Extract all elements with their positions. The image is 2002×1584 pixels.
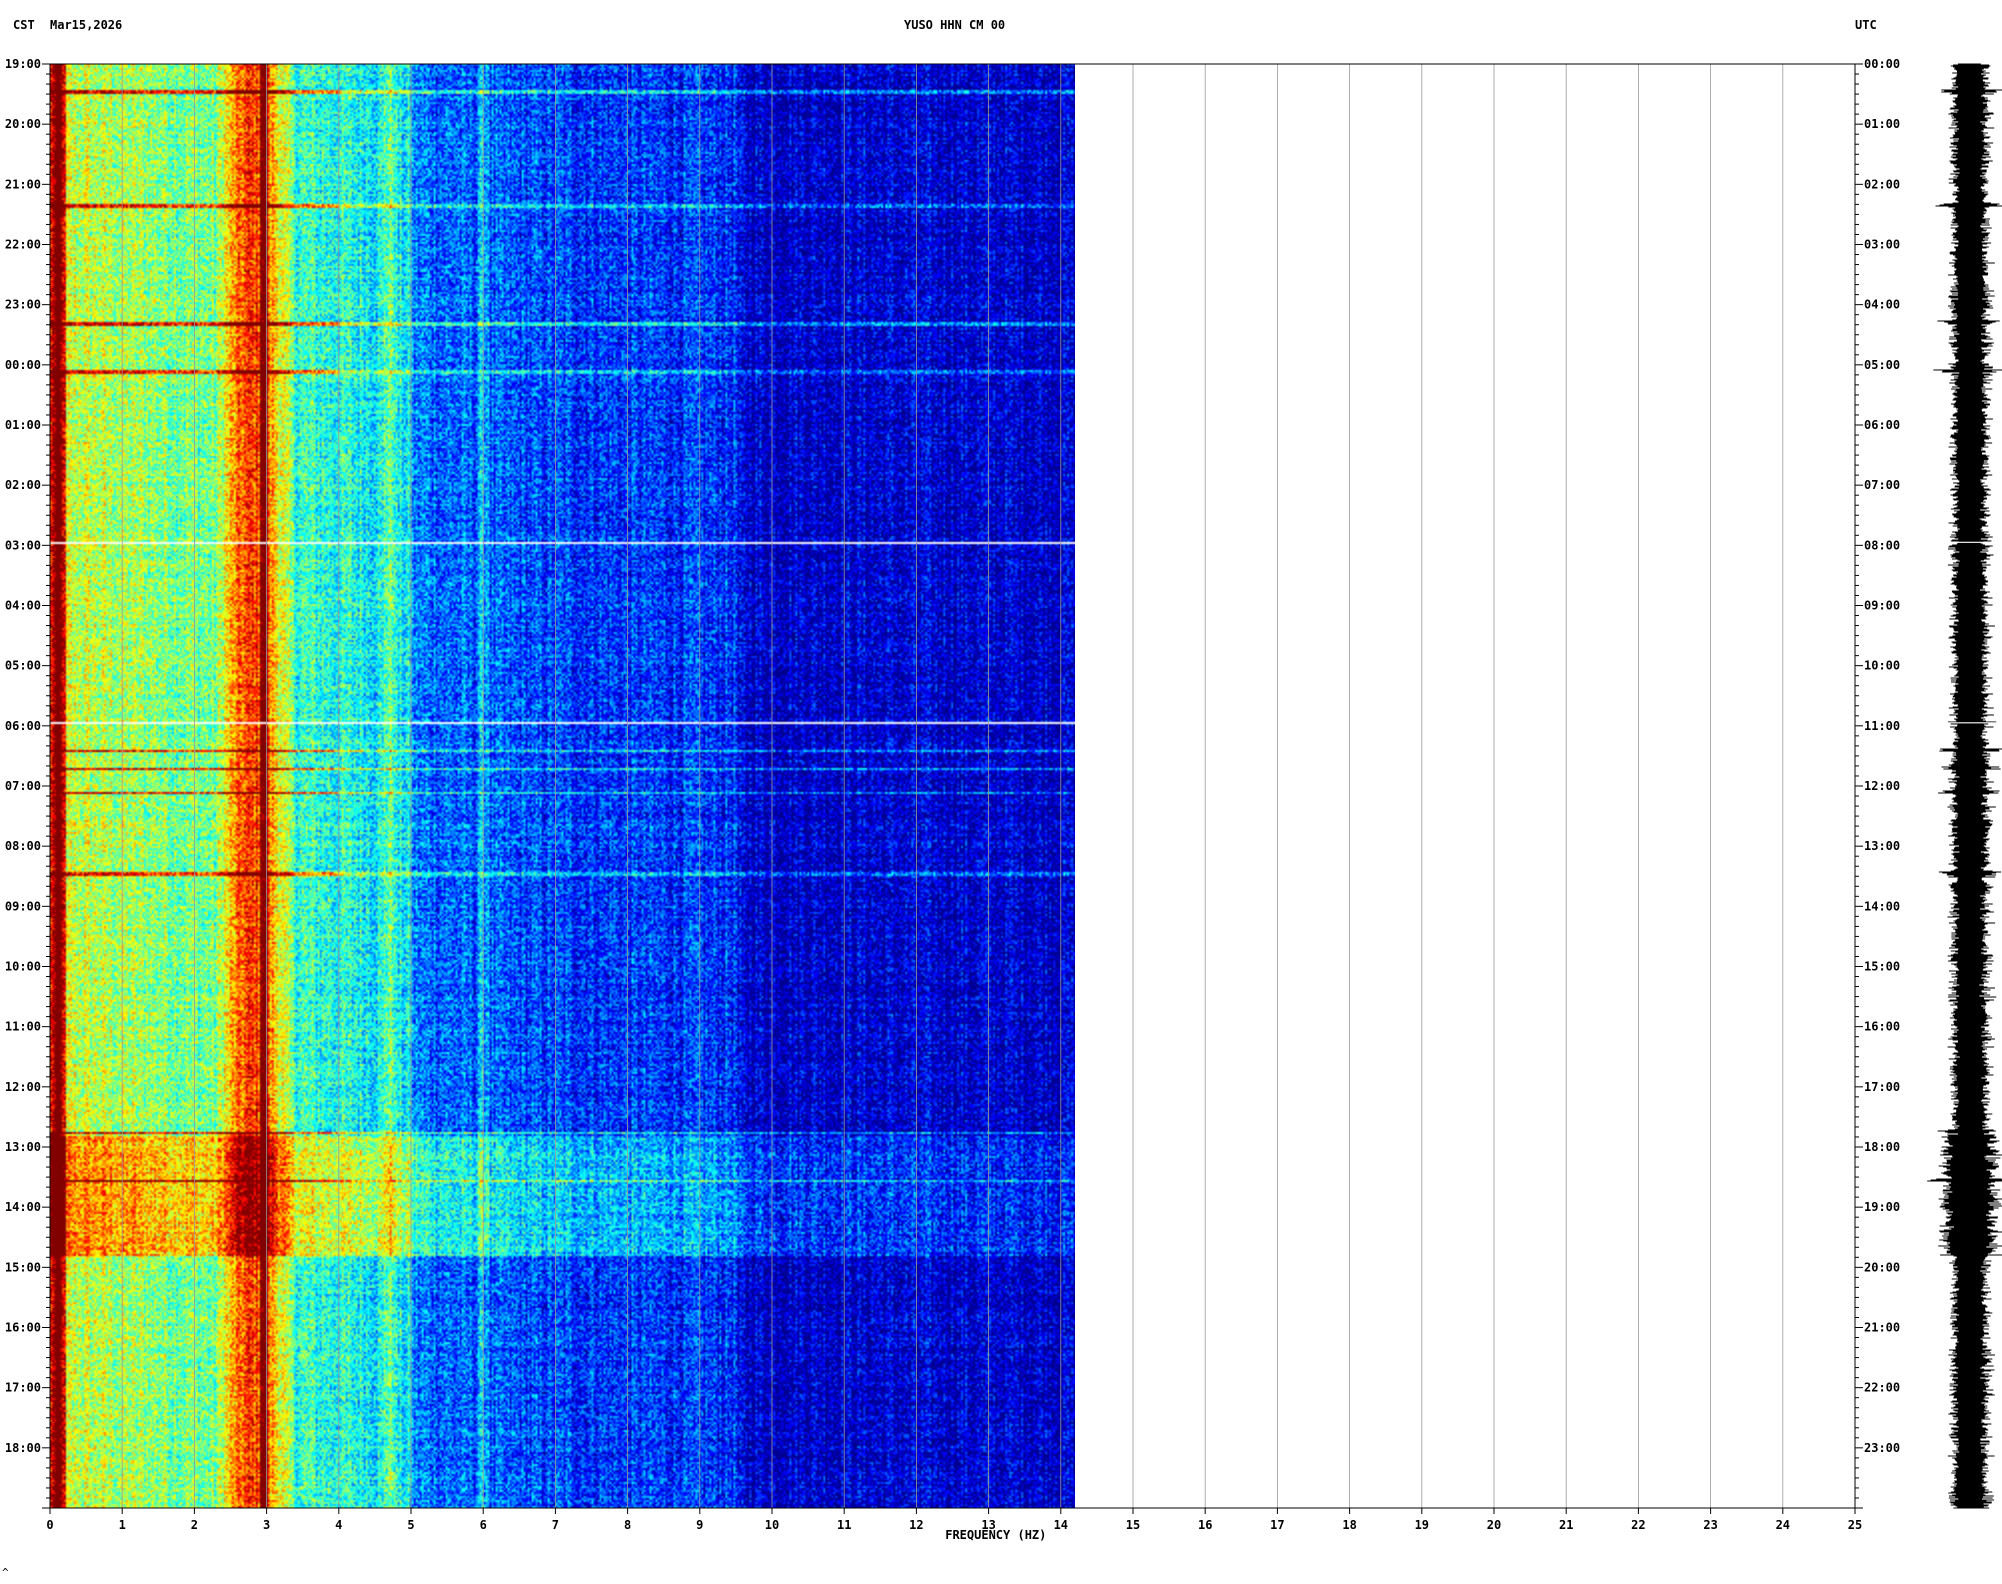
station-title: YUSO HHN CM 00: [904, 18, 1006, 32]
y-right-tick-label: 12:00: [1864, 779, 1900, 793]
y-right-tick-label: 14:00: [1864, 899, 1900, 913]
y-right-tick-label: 09:00: [1864, 599, 1900, 613]
x-tick-label-11: 11: [837, 1518, 851, 1532]
x-axis: 0 1 2 3 4 5 6 7 8 9 10 11 12 13 14 15 16 17 18 19 20 21 22 23 24…: [46, 1508, 1862, 1532]
x-tick-label-20: 20: [1487, 1518, 1501, 1532]
x-tick-label-16: 16: [1198, 1518, 1212, 1532]
x-tick-label-9: 9: [696, 1518, 703, 1532]
x-tick-label-19: 19: [1415, 1518, 1429, 1532]
x-tick-label-24: 24: [1776, 1518, 1790, 1532]
x-tick-label-1: 1: [119, 1518, 126, 1532]
y-left-tick-label: 07:00: [5, 779, 41, 793]
y-left-tick-label: 02:00: [5, 478, 41, 492]
x-tick-label-14: 14: [1054, 1518, 1068, 1532]
y-left-tick-label: 10:00: [5, 960, 41, 974]
y-right-tick-label: 16:00: [1864, 1020, 1900, 1034]
x-tick-label-6: 6: [480, 1518, 487, 1532]
y-right-tick-label: 04:00: [1864, 298, 1900, 312]
x-tick-label-7: 7: [552, 1518, 559, 1532]
y-left-tick-label: 06:00: [5, 719, 41, 733]
y-right-tick-label: 05:00: [1864, 358, 1900, 372]
footer-mark: ^: [2, 1566, 9, 1579]
y-right-tick-label: 01:00: [1864, 117, 1900, 131]
y-right-tick-label: 03:00: [1864, 238, 1900, 252]
y-left-tick-label: 13:00: [5, 1140, 41, 1154]
y-axis-right-utc: 00:00 01:00 02:00 03:00 04:00 05:00 06:00 07:00…: [1854, 57, 1900, 1509]
y-left-tick-label: 17:00: [5, 1381, 41, 1395]
y-left-tick-label: 09:00: [5, 899, 41, 913]
y-left-tick-label: 21:00: [5, 177, 41, 191]
y-right-tick-label: 23:00: [1864, 1441, 1900, 1455]
y-right-tick-label: 00:00: [1864, 57, 1900, 71]
y-right-tick-label: 22:00: [1864, 1381, 1900, 1395]
y-left-tick-label: 23:00: [5, 298, 41, 312]
y-left-tick-label: 00:00: [5, 358, 41, 372]
y-left-tick-label: 22:00: [5, 238, 41, 252]
seismogram-trace: [1927, 63, 2002, 1509]
x-tick-label-15: 15: [1126, 1518, 1140, 1532]
y-right-tick-label: 13:00: [1864, 839, 1900, 853]
y-right-tick-label: 20:00: [1864, 1260, 1900, 1274]
x-tick-label-2: 2: [191, 1518, 198, 1532]
y-right-tick-label: 11:00: [1864, 719, 1900, 733]
x-tick-label-4: 4: [335, 1518, 342, 1532]
x-tick-label-18: 18: [1342, 1518, 1356, 1532]
y-left-tick-label: 01:00: [5, 418, 41, 432]
y-left-tick-label: 15:00: [5, 1260, 41, 1274]
y-axis-left-cst: 19:00 20:00 21:00 22:00 23:00 00:00 01:00 02:00…: [5, 57, 51, 1509]
y-right-tick-label: 02:00: [1864, 177, 1900, 191]
y-left-tick-label: 03:00: [5, 538, 41, 552]
spectrogram-plot-area: [49, 63, 1856, 1509]
y-right-tick-label: 21:00: [1864, 1321, 1900, 1335]
x-tick-label-21: 21: [1559, 1518, 1573, 1532]
y-left-tick-label: 11:00: [5, 1020, 41, 1034]
spectrogram-heatmap: [50, 64, 1075, 1508]
x-axis-label: FREQUENCY (HZ): [945, 1528, 1046, 1542]
date-label: Mar15,2026: [50, 18, 123, 32]
utc-label: UTC: [1855, 18, 1877, 32]
y-right-tick-label: 08:00: [1864, 538, 1900, 552]
x-tick-label-3: 3: [263, 1518, 270, 1532]
y-right-tick-label: 17:00: [1864, 1080, 1900, 1094]
y-left-tick-label: 05:00: [5, 659, 41, 673]
y-left-tick-label: 14:00: [5, 1200, 41, 1214]
y-right-tick-label: 18:00: [1864, 1140, 1900, 1154]
seismogram-waveform: [1927, 63, 2002, 1509]
y-right-tick-label: 10:00: [1864, 659, 1900, 673]
y-left-tick-label: 04:00: [5, 599, 41, 613]
y-left-tick-label: 18:00: [5, 1441, 41, 1455]
x-tick-label-23: 23: [1703, 1518, 1717, 1532]
x-tick-label-8: 8: [624, 1518, 631, 1532]
x-tick-label-17: 17: [1270, 1518, 1284, 1532]
x-tick-label-13: 13: [981, 1518, 995, 1532]
x-tick-label-10: 10: [765, 1518, 779, 1532]
x-tick-label-22: 22: [1631, 1518, 1645, 1532]
y-left-tick-label: 16:00: [5, 1321, 41, 1335]
cst-label: CST: [13, 18, 35, 32]
y-left-tick-label: 19:00: [5, 57, 41, 71]
x-tick-label-0: 0: [46, 1518, 53, 1532]
y-left-tick-label: 12:00: [5, 1080, 41, 1094]
y-left-tick-label: 20:00: [5, 117, 41, 131]
y-right-tick-label: 07:00: [1864, 478, 1900, 492]
y-right-tick-label: 06:00: [1864, 418, 1900, 432]
y-left-tick-label: 08:00: [5, 839, 41, 853]
y-right-tick-label: 19:00: [1864, 1200, 1900, 1214]
x-tick-label-12: 12: [909, 1518, 923, 1532]
x-tick-label-5: 5: [407, 1518, 414, 1532]
y-right-tick-label: 15:00: [1864, 960, 1900, 974]
x-tick-label-25: 25: [1848, 1518, 1862, 1532]
